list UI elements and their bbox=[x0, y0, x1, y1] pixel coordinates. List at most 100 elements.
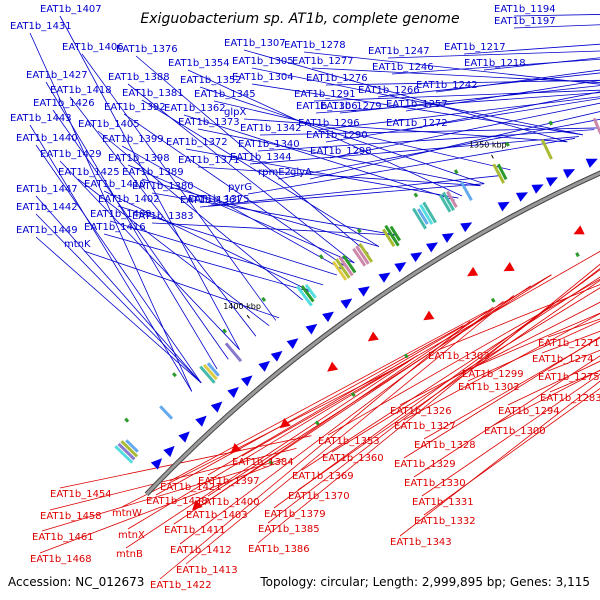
reverse-gene-label: EAT1b_1412 bbox=[170, 545, 232, 556]
forward-gene-label: EAT1b_1257 bbox=[386, 99, 448, 110]
reverse-gene-label: EAT1b_1329 bbox=[394, 459, 456, 470]
feature-block bbox=[335, 258, 351, 279]
reverse-leader-line bbox=[257, 263, 600, 544]
forward-gene-arrow bbox=[394, 262, 407, 273]
feature-block bbox=[338, 256, 354, 277]
reverse-gene-label: EAT1b_1428 bbox=[146, 496, 208, 507]
forward-gene-label: EAT1b_1389 bbox=[122, 167, 184, 178]
forward-leader-line bbox=[35, 236, 202, 384]
forward-gene-label: EAT1b_1361 bbox=[180, 195, 242, 206]
gc-marker bbox=[453, 169, 459, 175]
reverse-gene-label: EAT1b_1303 bbox=[428, 351, 490, 362]
forward-leader-line bbox=[325, 79, 600, 86]
forward-leader-line bbox=[45, 81, 218, 370]
gc-marker bbox=[318, 254, 324, 260]
forward-gene-arrow bbox=[322, 311, 334, 323]
forward-gene-arrow bbox=[410, 252, 423, 263]
reverse-gene-label: EAT1b_1275 bbox=[538, 372, 600, 383]
gc-marker bbox=[350, 392, 356, 398]
reverse-leader-line bbox=[403, 336, 600, 459]
feature-block bbox=[442, 191, 455, 211]
scale-tick-mark bbox=[246, 314, 250, 319]
feature-block bbox=[159, 405, 174, 420]
forward-gene-label: EAT1b_1291 bbox=[294, 89, 356, 100]
reverse-leader-line bbox=[125, 357, 415, 549]
gc-marker bbox=[314, 420, 320, 426]
feature-block bbox=[331, 260, 348, 281]
forward-gene-arrow bbox=[258, 360, 271, 372]
reverse-gene-arrow bbox=[467, 266, 479, 277]
forward-gene-label: EAT1b_1380 bbox=[132, 181, 194, 192]
forward-gene-label: EAT1b_1410 bbox=[84, 179, 146, 190]
forward-leader-line bbox=[243, 118, 568, 143]
reverse-leader-line bbox=[155, 325, 464, 496]
forward-gene-label: EAT1b_1194 bbox=[494, 4, 556, 15]
forward-gene-label: EAT1b_1372 bbox=[166, 137, 228, 148]
forward-gene-label: EAT1b_1375 bbox=[188, 194, 250, 205]
reverse-gene-label: EAT1b_1353 bbox=[318, 436, 380, 447]
reverse-gene-arrow bbox=[503, 262, 515, 272]
reverse-leader-line bbox=[399, 380, 600, 537]
forward-leader-line bbox=[141, 178, 380, 247]
reverse-gene-label: EAT1b_1386 bbox=[248, 544, 310, 555]
forward-gene-label: EAT1b_1307 bbox=[224, 38, 286, 49]
forward-gene-arrow bbox=[195, 415, 207, 427]
reverse-gene-arrow bbox=[192, 499, 203, 511]
forward-gene-label: EAT1b_1383 bbox=[132, 211, 194, 222]
forward-gene-arrow bbox=[562, 169, 576, 179]
forward-leader-line bbox=[35, 213, 202, 384]
forward-gene-label: EAT1b_1442 bbox=[16, 202, 78, 213]
reverse-leader-line bbox=[127, 355, 418, 530]
forward-leader-line bbox=[213, 100, 511, 171]
reverse-gene-label: EAT1b_1327 bbox=[394, 421, 456, 432]
reverse-leader-line bbox=[267, 267, 600, 524]
forward-gene-label: EAT1b_1406 bbox=[62, 42, 124, 53]
forward-gene-arrow bbox=[286, 338, 299, 350]
reverse-gene-label: EAT1b_1330 bbox=[404, 478, 466, 489]
gc-marker bbox=[413, 192, 419, 198]
forward-gene-label: EAT1b_1218 bbox=[464, 58, 526, 69]
gc-marker bbox=[222, 328, 227, 334]
backbone-line bbox=[145, 171, 600, 496]
feature-tracks bbox=[114, 117, 600, 511]
gc-marker bbox=[268, 460, 274, 466]
forward-leader-line bbox=[377, 72, 600, 98]
forward-gene-label: EAT1b_1376 bbox=[116, 44, 178, 55]
forward-gene-arrow bbox=[426, 242, 439, 253]
forward-gene-label: EAT1b_1354 bbox=[168, 58, 230, 69]
reverse-leader-line bbox=[399, 301, 600, 406]
forward-gene-label: glyA bbox=[290, 167, 312, 178]
forward-gene-label: EAT1b_1344 bbox=[230, 152, 292, 163]
reverse-gene-label: EAT1b_1369 bbox=[292, 471, 354, 482]
feature-block bbox=[417, 208, 429, 225]
forward-leader-line bbox=[207, 175, 500, 207]
forward-gene-label: EAT1b_1402 bbox=[98, 194, 160, 205]
forward-gene-arrow bbox=[460, 222, 473, 233]
reverse-leader-line bbox=[185, 295, 514, 565]
forward-leader-line bbox=[29, 124, 193, 392]
feature-block bbox=[206, 362, 220, 377]
forward-leader-line bbox=[183, 114, 455, 201]
forward-gene-arrow bbox=[178, 431, 190, 443]
forward-gene-arrow bbox=[305, 323, 318, 335]
feature-block bbox=[389, 225, 402, 242]
reverse-gene-label: EAT1b_1328 bbox=[414, 440, 476, 451]
reverse-gene-label: EAT1b_1384 bbox=[232, 457, 294, 468]
reverse-gene-label: EAT1b_1413 bbox=[176, 565, 238, 576]
reverse-gene-arrow bbox=[423, 310, 435, 321]
forward-gene-label: EAT1b_1342 bbox=[240, 123, 302, 134]
forward-leader-line bbox=[109, 220, 324, 286]
forward-gene-label: EAT1b_1405 bbox=[78, 119, 140, 130]
forward-leader-line bbox=[77, 178, 270, 327]
forward-gene-arrow bbox=[441, 232, 454, 243]
forward-gene-arrow bbox=[227, 387, 239, 399]
forward-leader-line bbox=[483, 57, 600, 71]
forward-leader-line bbox=[405, 91, 600, 131]
label-leader-lines bbox=[29, 14, 600, 580]
forward-leader-line bbox=[141, 99, 380, 247]
reverse-gene-label: mtnB bbox=[116, 549, 143, 560]
forward-leader-line bbox=[257, 129, 595, 152]
forward-leader-line bbox=[151, 222, 397, 236]
reverse-leader-line bbox=[241, 250, 600, 457]
forward-gene-arrow bbox=[585, 158, 598, 168]
